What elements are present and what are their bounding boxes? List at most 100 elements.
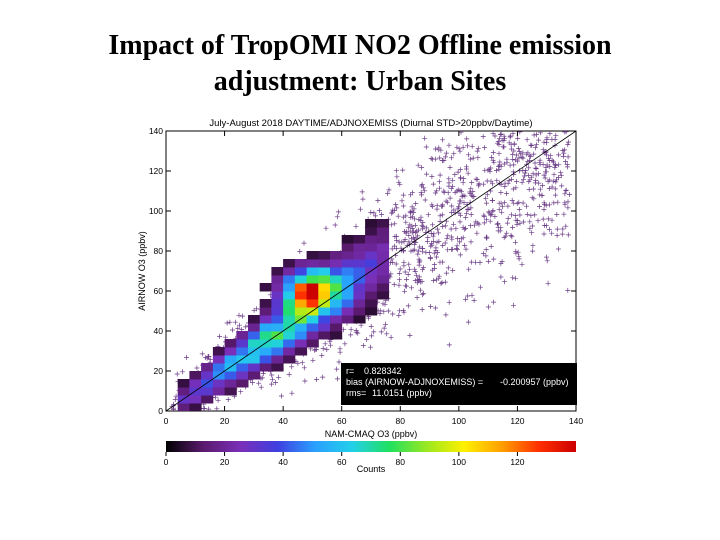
- data-point: [523, 151, 529, 157]
- data-point: [386, 187, 392, 193]
- data-point: [549, 230, 555, 236]
- data-point: [451, 151, 457, 157]
- data-point: [431, 278, 436, 284]
- data-point: [555, 199, 561, 205]
- data-point: [533, 165, 539, 171]
- data-point: [454, 245, 459, 251]
- density-cell: [236, 371, 249, 380]
- data-point: [554, 212, 560, 217]
- data-point: [436, 179, 442, 185]
- data-point: [256, 380, 262, 386]
- data-point: [467, 156, 473, 162]
- density-cell: [259, 299, 272, 308]
- density-cell: [271, 299, 284, 308]
- density-cell: [259, 315, 272, 324]
- stat-bias-label: bias (AIRNOW-ADJNOXEMISS) =: [346, 377, 483, 387]
- data-point: [409, 230, 415, 236]
- data-point: [425, 234, 431, 240]
- data-point: [463, 225, 468, 231]
- density-cell: [376, 251, 390, 260]
- density-cell: [189, 395, 202, 404]
- data-point: [540, 216, 546, 222]
- data-point: [368, 209, 374, 215]
- data-point: [207, 357, 213, 363]
- density-cell: [224, 355, 237, 364]
- data-point: [465, 170, 471, 176]
- data-point: [463, 215, 469, 221]
- density-cell: [248, 371, 261, 380]
- data-point: [543, 169, 549, 175]
- y-tick-label: 40: [154, 326, 164, 336]
- data-point: [366, 315, 371, 321]
- data-point: [464, 164, 470, 170]
- data-point: [313, 346, 319, 352]
- data-point: [472, 222, 478, 228]
- data-point: [416, 217, 422, 222]
- data-point: [516, 146, 522, 151]
- data-point: [520, 168, 526, 173]
- data-point: [273, 380, 278, 386]
- data-point: [563, 187, 569, 193]
- data-point: [437, 213, 443, 219]
- data-point: [422, 135, 428, 141]
- data-point: [458, 212, 463, 218]
- data-point: [540, 147, 546, 153]
- data-point: [546, 155, 552, 161]
- data-point: [501, 161, 507, 167]
- density-cell: [201, 363, 214, 372]
- data-point: [530, 248, 536, 254]
- density-cell: [294, 323, 308, 332]
- data-point: [554, 226, 560, 232]
- density-cell: [341, 291, 354, 300]
- data-point: [379, 212, 384, 217]
- data-point: [549, 136, 555, 142]
- data-point: [299, 360, 305, 366]
- data-point: [531, 132, 537, 138]
- data-point: [434, 206, 440, 212]
- data-point: [521, 176, 527, 182]
- data-point: [445, 190, 451, 196]
- data-point: [332, 222, 338, 228]
- density-cell: [294, 339, 308, 348]
- density-cell: [283, 267, 296, 276]
- density-cell: [330, 331, 343, 340]
- data-point: [533, 166, 539, 172]
- data-point: [406, 261, 412, 267]
- density-cell: [201, 387, 214, 396]
- data-point: [544, 258, 550, 264]
- stat-r-label: r=: [346, 366, 354, 376]
- data-point: [540, 183, 545, 188]
- data-point: [435, 250, 440, 255]
- data-point: [531, 151, 537, 157]
- density-cell: [341, 299, 354, 308]
- data-point: [430, 181, 436, 187]
- data-point: [496, 166, 502, 172]
- data-point: [420, 246, 426, 251]
- data-point: [394, 205, 400, 211]
- data-point: [434, 226, 440, 232]
- data-point: [396, 277, 402, 283]
- data-point: [546, 177, 552, 183]
- data-point: [504, 191, 510, 197]
- data-point: [526, 165, 532, 171]
- data-point: [409, 208, 415, 214]
- data-point: [449, 246, 455, 252]
- data-point: [515, 135, 521, 141]
- data-point: [420, 220, 426, 225]
- density-cell: [306, 275, 319, 284]
- density-cell: [236, 331, 249, 340]
- colorbar-tick-label: 80: [396, 457, 406, 467]
- data-point: [491, 256, 497, 262]
- data-point: [513, 217, 519, 223]
- data-point: [529, 230, 535, 236]
- data-point: [368, 323, 374, 329]
- data-point: [496, 135, 502, 141]
- data-point: [536, 137, 542, 143]
- density-cell: [353, 299, 366, 308]
- data-point: [401, 309, 407, 315]
- data-point: [407, 332, 413, 338]
- data-point: [507, 162, 513, 168]
- data-point: [526, 179, 532, 185]
- density-cell: [306, 323, 319, 332]
